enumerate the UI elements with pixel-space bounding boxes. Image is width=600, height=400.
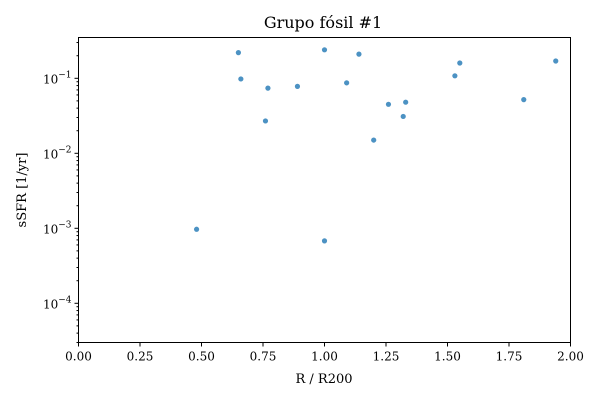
data-point (521, 97, 527, 103)
data-point (321, 47, 328, 53)
x-axis-label: R / R200 (295, 372, 352, 387)
data-point (385, 101, 392, 107)
data-point (265, 85, 271, 91)
data-point (403, 99, 409, 105)
data-point (235, 50, 241, 56)
y-tick-label: 10−4 (43, 295, 72, 311)
data-point (193, 226, 200, 232)
data-point (238, 76, 244, 82)
data-point (452, 73, 458, 79)
data-point (457, 60, 463, 66)
plot-points (193, 47, 559, 244)
x-axis: 0.00 0.25 0.50 0.75 1.00 1.25 1.50 1.75 2.00 (65, 342, 584, 364)
data-point (294, 83, 301, 89)
plot-frame (78, 37, 571, 343)
x-tick-label: 2.00 (557, 350, 584, 364)
x-tick-label: 1.25 (373, 350, 400, 364)
data-point (553, 58, 559, 64)
x-tick-label: 1.00 (311, 350, 338, 364)
data-point (262, 118, 269, 124)
y-tick-label: 10−2 (43, 145, 72, 161)
x-tick-label: 0.75 (250, 350, 277, 364)
data-point (344, 80, 350, 86)
data-point (371, 137, 377, 143)
y-tick-label: 10−1 (43, 70, 72, 86)
y-axis: 10−4 10−3 10−2 10−1 (43, 42, 79, 343)
data-point (400, 113, 406, 120)
x-tick-label: 0.50 (188, 350, 215, 364)
chart-title: Grupo fósil #1 (264, 13, 382, 32)
data-point (356, 51, 362, 57)
x-tick-label: 1.75 (496, 350, 523, 364)
y-axis-label: sSFR [1/yr] (15, 153, 30, 228)
data-point (321, 238, 328, 244)
x-tick-label: 0.25 (127, 350, 154, 364)
x-tick-label: 0.00 (65, 350, 92, 364)
x-tick-label: 1.50 (434, 350, 461, 364)
y-tick-label: 10−3 (43, 220, 72, 236)
